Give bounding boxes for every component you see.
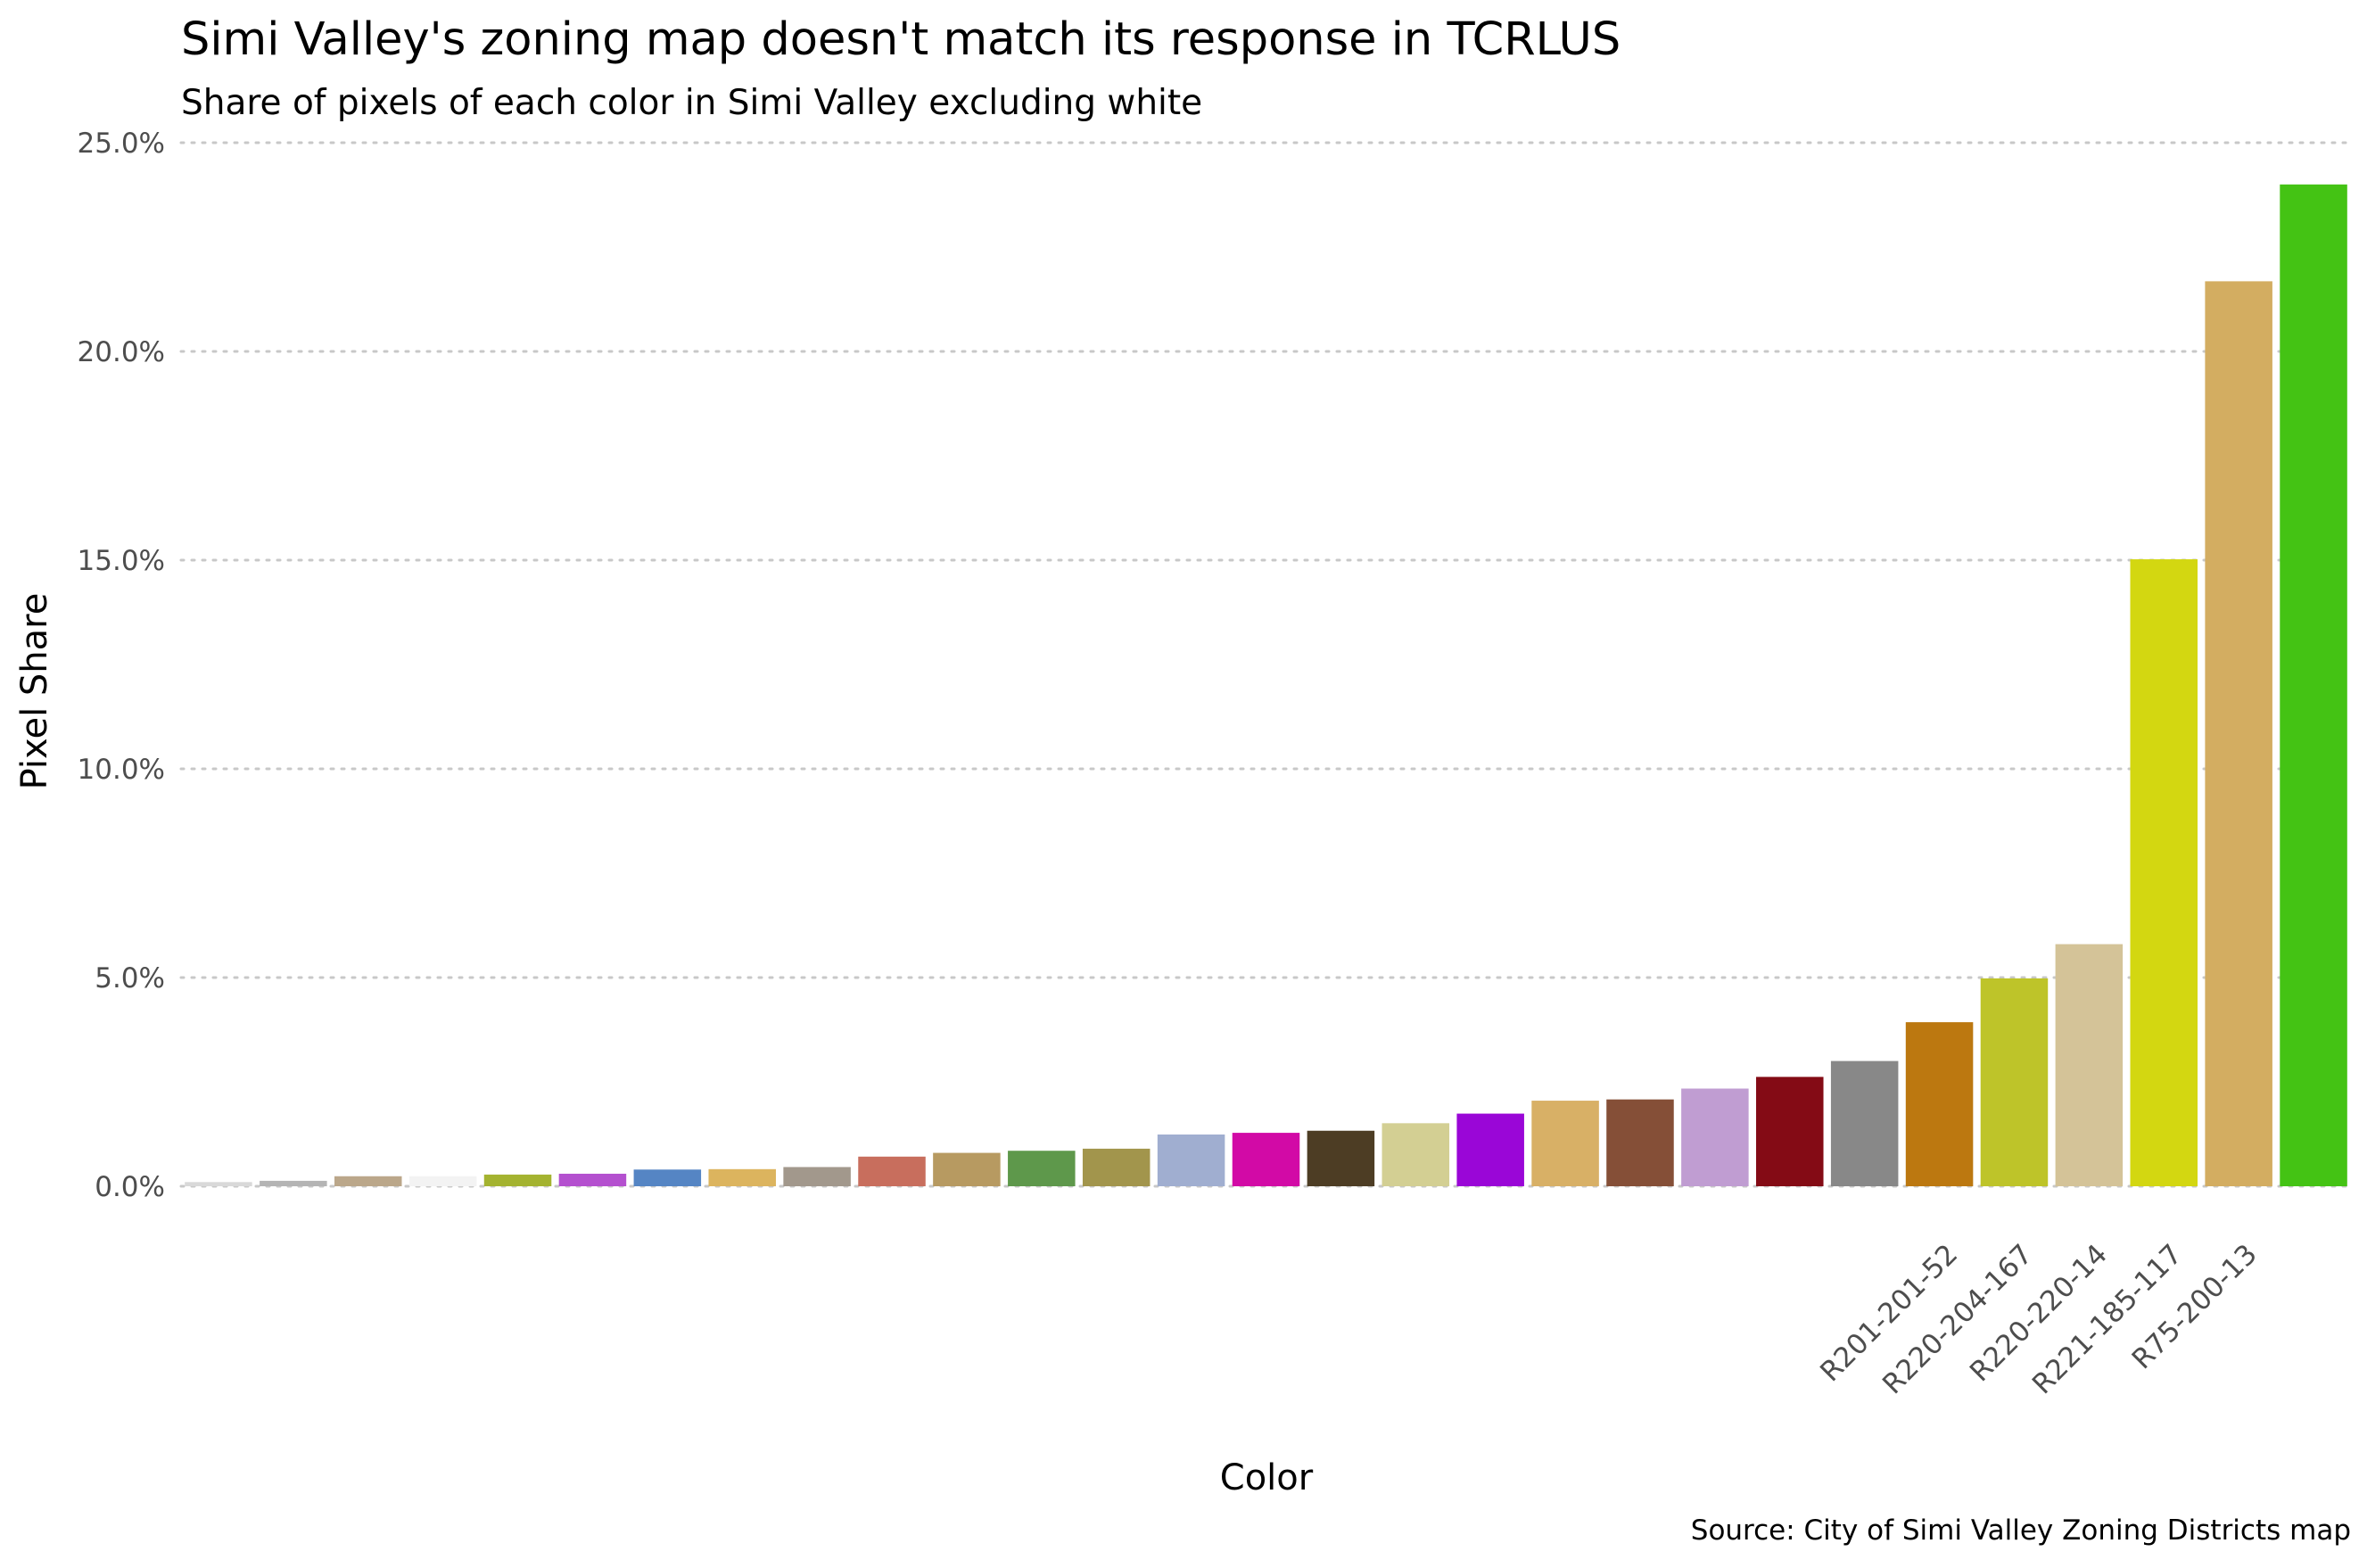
bar xyxy=(1980,978,2049,1186)
bar xyxy=(1531,1101,1599,1186)
bar xyxy=(1830,1060,1899,1186)
x-axis-tick-labels: R201-201-52R220-204-167R220-220-14R221-1… xyxy=(1814,1238,2264,1400)
y-tick-label: 10.0% xyxy=(78,754,165,786)
bar xyxy=(185,1182,252,1186)
bar xyxy=(783,1167,851,1186)
bar xyxy=(858,1156,926,1186)
bar xyxy=(1082,1148,1151,1186)
bar xyxy=(334,1176,402,1186)
bars xyxy=(185,184,2347,1187)
y-axis-title: Pixel Share xyxy=(14,593,55,790)
bar xyxy=(1606,1099,1674,1186)
y-tick-label: 20.0% xyxy=(78,336,165,368)
bar xyxy=(1456,1113,1524,1186)
bar xyxy=(1232,1133,1300,1186)
bar xyxy=(2280,184,2347,1186)
bar xyxy=(1008,1151,1076,1186)
y-tick-label: 0.0% xyxy=(95,1171,165,1203)
bar xyxy=(1756,1077,1824,1186)
bar xyxy=(1381,1123,1450,1186)
bar xyxy=(1905,1022,1974,1186)
bar xyxy=(1157,1134,1225,1186)
bar xyxy=(483,1174,552,1186)
chart-subtitle: Share of pixels of each color in Simi Va… xyxy=(181,83,1202,123)
y-axis-tick-labels: 0.0% 5.0% 10.0% 15.0% 20.0% 25.0% xyxy=(78,128,165,1203)
bar xyxy=(558,1173,627,1186)
y-tick-label: 15.0% xyxy=(78,545,165,577)
source-caption: Source: City of Simi Valley Zoning Distr… xyxy=(1691,1514,2351,1547)
x-axis-title: Color xyxy=(1220,1457,1314,1498)
bar xyxy=(2205,281,2272,1187)
bar xyxy=(933,1152,1001,1186)
bar xyxy=(633,1169,702,1186)
y-tick-label: 5.0% xyxy=(95,962,165,994)
bar xyxy=(2055,944,2124,1186)
bar xyxy=(2130,559,2198,1186)
bar xyxy=(1307,1130,1375,1186)
bar xyxy=(260,1180,327,1186)
bar xyxy=(408,1176,477,1186)
chart-title: Simi Valley's zoning map doesn't match i… xyxy=(181,13,1621,66)
bar xyxy=(708,1168,776,1186)
bar xyxy=(1681,1088,1749,1186)
y-tick-label: 25.0% xyxy=(78,128,165,160)
